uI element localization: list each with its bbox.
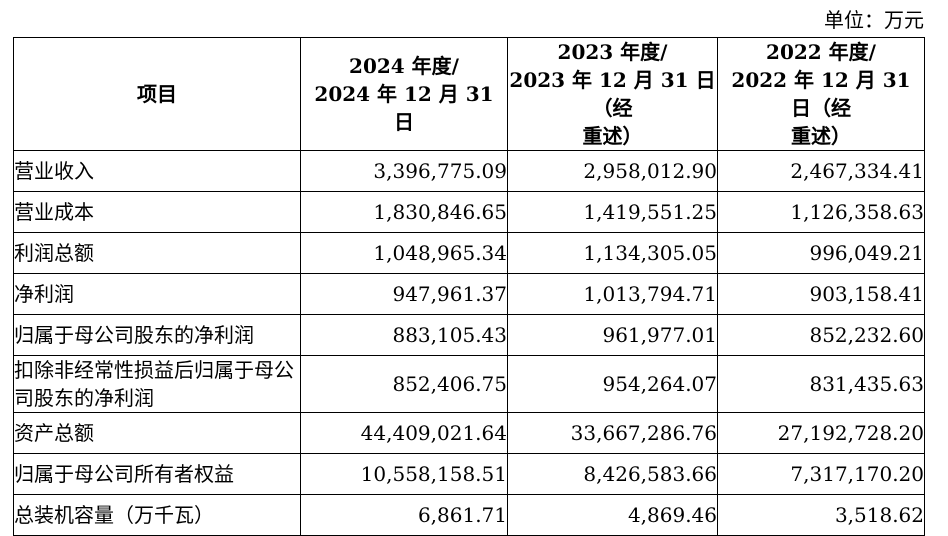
col-header-item: 项目 [13, 37, 301, 151]
table-row-net-profit-parent: 归属于母公司股东的净利润 883,105.43 961,977.01 852,2… [13, 314, 925, 356]
value-2022: 3,518.62 [717, 494, 925, 536]
row-label: 总装机容量（万千瓦） [13, 494, 301, 536]
value-2023: 1,134,305.05 [507, 232, 718, 274]
table-row-total-profit: 利润总额 1,048,965.34 1,134,305.05 996,049.2… [13, 232, 925, 274]
value-2024: 883,105.43 [300, 314, 508, 356]
col-header-2022-line1: 2022 年度/ [766, 40, 876, 64]
value-2023: 8,426,583.66 [507, 453, 718, 495]
value-2024: 1,830,846.65 [300, 191, 508, 233]
unit-label: 单位：万元 [824, 8, 924, 32]
value-2022: 27,192,728.20 [717, 412, 925, 454]
value-2023: 961,977.01 [507, 314, 718, 356]
value-2022: 1,126,358.63 [717, 191, 925, 233]
value-2022: 852,232.60 [717, 314, 925, 356]
row-label: 营业成本 [13, 191, 301, 233]
value-2024: 947,961.37 [300, 273, 508, 315]
table-row-total-assets: 资产总额 44,409,021.64 33,667,286.76 27,192,… [13, 412, 925, 454]
value-2023: 2,958,012.90 [507, 150, 718, 192]
row-label: 营业收入 [13, 150, 301, 192]
col-header-2023: 2023 年度/ 2023 年 12 月 31 日（经 重述） [507, 37, 718, 151]
value-2024: 6,861.71 [300, 494, 508, 536]
value-2022: 7,317,170.20 [717, 453, 925, 495]
value-2022: 996,049.21 [717, 232, 925, 274]
value-2024: 10,558,158.51 [300, 453, 508, 495]
value-2022: 903,158.41 [717, 273, 925, 315]
row-label: 归属于母公司所有者权益 [13, 453, 301, 495]
col-header-2022-line3: 重述） [791, 124, 851, 148]
value-2023: 33,667,286.76 [507, 412, 718, 454]
header-row: 项目 2024 年度/ 2024 年 12 月 31 日 2023 年度/ 20… [13, 37, 925, 151]
value-2024: 3,396,775.09 [300, 150, 508, 192]
financial-highlights-table: 项目 2024 年度/ 2024 年 12 月 31 日 2023 年度/ 20… [13, 37, 925, 536]
col-header-2022: 2022 年度/ 2022 年 12 月 31 日（经 重述） [717, 37, 925, 151]
col-header-2024: 2024 年度/ 2024 年 12 月 31 日 [300, 37, 508, 151]
col-header-2023-line1: 2023 年度/ [557, 40, 668, 64]
col-header-2023-line2: 2023 年 12 月 31 日（经 [509, 68, 716, 120]
row-label: 净利润 [13, 273, 301, 315]
value-2023: 1,013,794.71 [507, 273, 718, 315]
value-2023: 1,419,551.25 [507, 191, 718, 233]
document-page: 单位：万元 项目 2024 年度/ 2024 年 12 月 31 日 2023 … [13, 8, 925, 536]
row-label: 利润总额 [13, 232, 301, 274]
value-2023: 954,264.07 [507, 355, 718, 413]
value-2023: 4,869.46 [507, 494, 718, 536]
value-2024: 852,406.75 [300, 355, 508, 413]
row-label: 资产总额 [13, 412, 301, 454]
table-row-equity-parent: 归属于母公司所有者权益 10,558,158.51 8,426,583.66 7… [13, 453, 925, 495]
value-2022: 2,467,334.41 [717, 150, 925, 192]
col-header-2024-line2: 2024 年 12 月 31 日 [314, 82, 494, 134]
col-header-2022-line2: 2022 年 12 月 31 日（经 [731, 68, 911, 120]
col-header-2024-line1: 2024 年度/ [349, 54, 459, 78]
value-2024: 44,409,021.64 [300, 412, 508, 454]
table-row-net-profit: 净利润 947,961.37 1,013,794.71 903,158.41 [13, 273, 925, 315]
value-2024: 1,048,965.34 [300, 232, 508, 274]
table-row-net-profit-parent-excl-nonrecurring: 扣除非经常性损益后归属于母公司股东的净利润 852,406.75 954,264… [13, 355, 925, 413]
col-header-2023-line3: 重述） [582, 124, 643, 148]
table-row-operating-cost: 营业成本 1,830,846.65 1,419,551.25 1,126,358… [13, 191, 925, 233]
table-row-installed-capacity: 总装机容量（万千瓦） 6,861.71 4,869.46 3,518.62 [13, 494, 925, 536]
value-2022: 831,435.63 [717, 355, 925, 413]
row-label: 扣除非经常性损益后归属于母公司股东的净利润 [13, 355, 301, 413]
row-label: 归属于母公司股东的净利润 [13, 314, 301, 356]
table-row-operating-revenue: 营业收入 3,396,775.09 2,958,012.90 2,467,334… [13, 150, 925, 192]
